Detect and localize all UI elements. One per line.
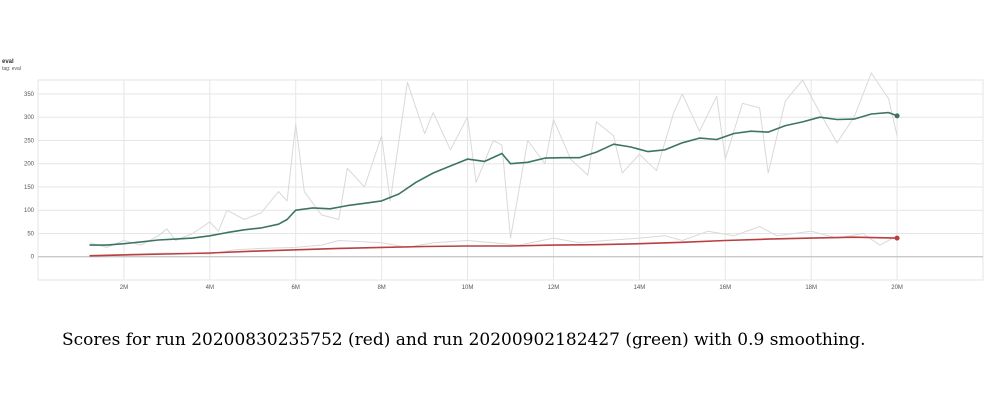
y-tick-label: 0 [31, 255, 35, 261]
x-tick-label: 2M [120, 285, 128, 291]
green-smoothed-series-line [89, 111, 898, 246]
green-raw-series-line [89, 72, 898, 248]
y-tick-label: 350 [24, 92, 35, 98]
x-tick-label: 12M [548, 285, 560, 291]
x-tick-label: 16M [719, 285, 731, 291]
y-tick-label: 200 [24, 162, 35, 168]
x-tick-label: 6M [292, 285, 300, 291]
green-series-end-point [894, 113, 900, 119]
chart-panel: eval tag: eval 0 50 100 150 200 250 300 350 2M 4M… [2, 59, 984, 291]
y-tick-label: 150 [24, 185, 35, 191]
y-tick-label: 250 [24, 138, 35, 144]
red-smoothed-series-line [89, 236, 898, 257]
line-chart: 0 50 100 150 200 250 300 350 2M 4M 6M 8M 10M 12M 14M 16… [24, 72, 984, 291]
red-raw-series-line [89, 226, 898, 256]
y-tick-label: 50 [27, 231, 34, 237]
red-series-end-point [894, 235, 900, 241]
panel-tag: tag: eval [2, 66, 21, 72]
x-tick-label: 18M [805, 285, 817, 291]
panel-title: eval [2, 59, 14, 65]
x-tick-label: 20M [891, 285, 903, 291]
figure-caption: Scores for run 20200830235752 (red) and … [62, 330, 866, 350]
x-tick-label: 14M [634, 285, 646, 291]
x-tick-label: 8M [377, 285, 385, 291]
x-tick-label: 4M [206, 285, 214, 291]
y-tick-label: 300 [24, 115, 35, 121]
y-tick-label: 100 [24, 208, 35, 214]
x-tick-label: 10M [462, 285, 474, 291]
plot-area-border [37, 79, 984, 281]
